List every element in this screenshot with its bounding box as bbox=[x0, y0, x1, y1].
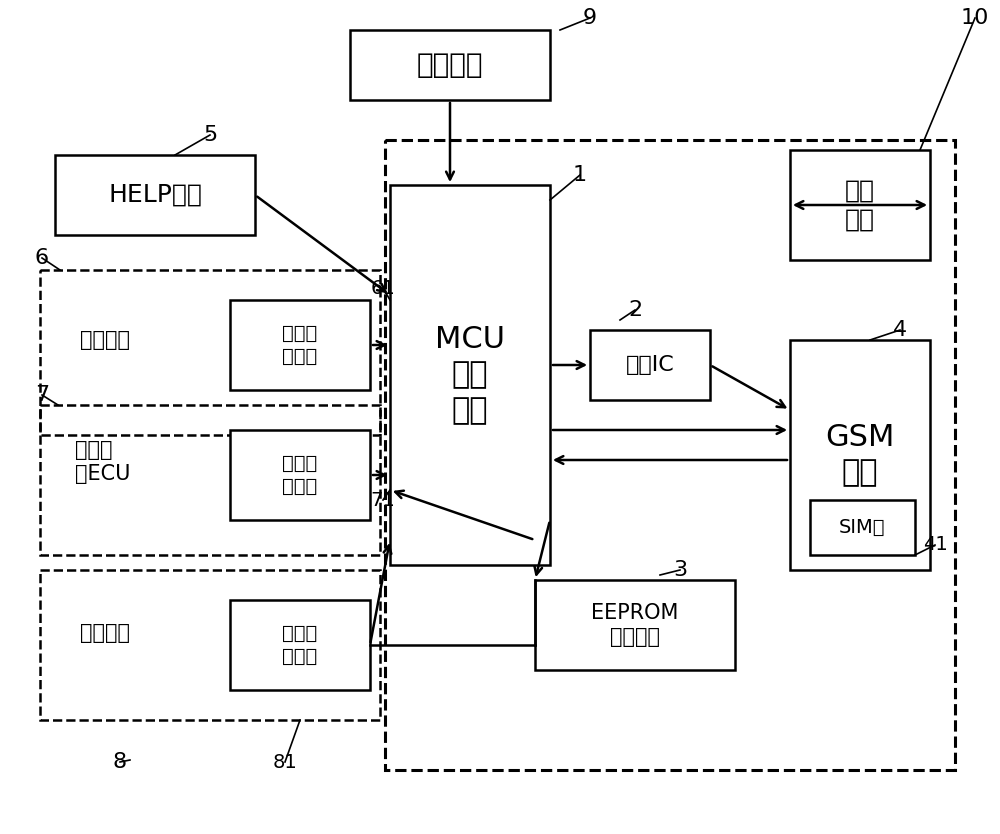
Text: 10: 10 bbox=[961, 8, 989, 28]
Bar bbox=[230, 600, 370, 690]
Text: 5: 5 bbox=[203, 125, 217, 145]
Bar bbox=[535, 580, 735, 670]
Text: 第三控
制芯片: 第三控 制芯片 bbox=[282, 624, 318, 666]
Text: 1: 1 bbox=[573, 165, 587, 185]
Text: MCU
控制
芯片: MCU 控制 芯片 bbox=[435, 324, 505, 425]
Text: HELP按键: HELP按键 bbox=[108, 183, 202, 207]
Bar bbox=[350, 30, 550, 100]
Text: 备用
电池: 备用 电池 bbox=[845, 178, 875, 232]
Text: 6: 6 bbox=[35, 248, 49, 268]
Text: 3: 3 bbox=[673, 560, 687, 580]
Bar bbox=[390, 185, 550, 565]
Text: GSM
模块: GSM 模块 bbox=[825, 423, 895, 487]
Text: EEPROM
存储芯片: EEPROM 存储芯片 bbox=[591, 603, 679, 647]
Bar bbox=[790, 150, 930, 260]
Text: 81: 81 bbox=[273, 752, 297, 771]
Text: 2: 2 bbox=[628, 300, 642, 320]
Text: 7: 7 bbox=[35, 385, 49, 405]
Text: 语音IC: 语音IC bbox=[626, 355, 674, 375]
Text: 71: 71 bbox=[371, 490, 395, 510]
Text: 8: 8 bbox=[113, 752, 127, 772]
Text: 导航系统: 导航系统 bbox=[80, 623, 130, 643]
Bar bbox=[40, 270, 380, 435]
Text: 防盗系统: 防盗系统 bbox=[80, 330, 130, 350]
Bar bbox=[810, 500, 915, 555]
Bar bbox=[385, 140, 955, 770]
Bar bbox=[230, 430, 370, 520]
Text: 41: 41 bbox=[923, 535, 947, 555]
Text: 安全气
囊ECU: 安全气 囊ECU bbox=[75, 440, 130, 485]
Bar bbox=[590, 330, 710, 400]
Bar bbox=[40, 570, 380, 720]
Text: 第一控
制芯片: 第一控 制芯片 bbox=[282, 324, 318, 366]
Bar bbox=[55, 155, 255, 235]
Text: 9: 9 bbox=[583, 8, 597, 28]
Text: SIM卡: SIM卡 bbox=[839, 518, 886, 537]
Bar bbox=[40, 405, 380, 555]
Text: 4: 4 bbox=[893, 320, 907, 340]
Text: 供电系统: 供电系统 bbox=[417, 51, 483, 79]
Text: 第二控
制芯片: 第二控 制芯片 bbox=[282, 454, 318, 496]
Text: 61: 61 bbox=[371, 279, 395, 298]
Bar bbox=[790, 340, 930, 570]
Bar bbox=[230, 300, 370, 390]
